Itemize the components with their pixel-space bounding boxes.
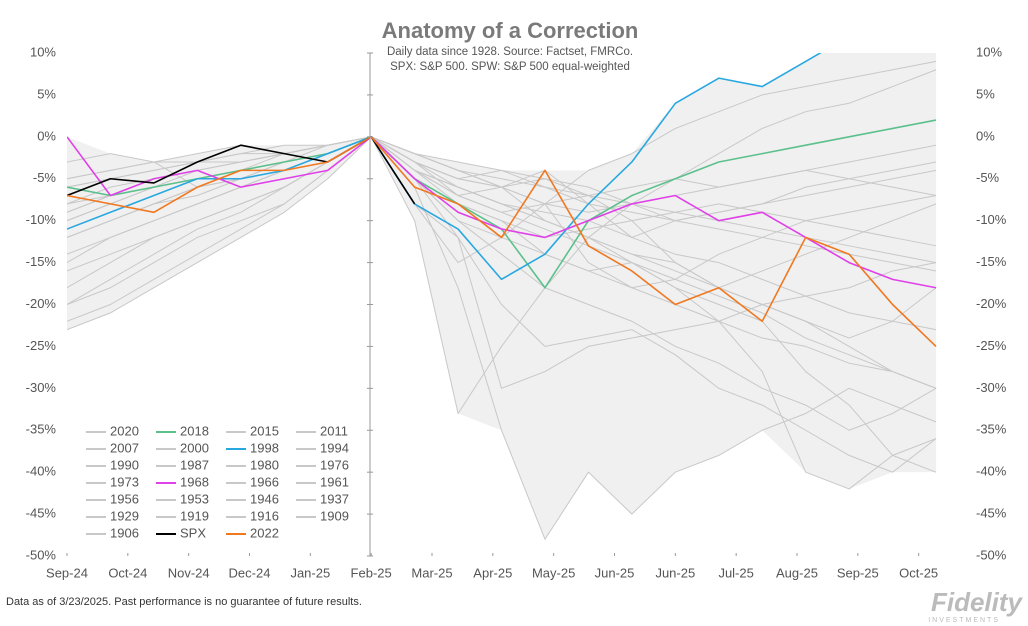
series-line xyxy=(67,136,937,389)
chart-title: Anatomy of a Correction xyxy=(382,18,639,43)
legend-label: 1968 xyxy=(180,474,209,489)
legend-label: 1937 xyxy=(320,491,349,506)
subtitle: Daily data since 1928. Source: Factset, … xyxy=(387,46,633,58)
y2-tick-label: -5% xyxy=(976,170,1000,185)
legend-label: 2015 xyxy=(250,423,279,438)
x-tick-label: Jun-25 xyxy=(655,565,695,580)
y-tick-label: 5% xyxy=(37,86,56,101)
legend-label: 2018 xyxy=(180,423,209,438)
subtitle: SPX: S&P 500. SPW: S&P 500 equal-weighte… xyxy=(390,61,630,73)
x-tick-label: Jun-25 xyxy=(595,565,635,580)
legend-label: 1980 xyxy=(250,457,279,472)
x-tick-label: Aug-25 xyxy=(776,565,818,580)
legend-label: 1946 xyxy=(250,491,279,506)
legend-label: 2011 xyxy=(320,423,348,438)
x-tick-label: Mar-25 xyxy=(411,565,452,580)
legend-label: 2020 xyxy=(110,423,139,438)
x-tick-label: Sep-25 xyxy=(837,565,879,580)
x-tick-label: Oct-25 xyxy=(899,565,938,580)
plot-area xyxy=(67,53,937,540)
series-line xyxy=(67,136,937,238)
brand-sub: INVESTMENTS xyxy=(928,617,1000,624)
series-line xyxy=(67,136,937,389)
y2-tick-label: -30% xyxy=(976,380,1007,395)
y2-tick-label: -50% xyxy=(976,547,1007,562)
y-tick-label: 10% xyxy=(30,44,56,59)
x-tick-label: Jul-25 xyxy=(718,565,753,580)
legend-label: 1909 xyxy=(320,508,349,523)
legend-label: 1956 xyxy=(110,491,139,506)
legend-label: 1976 xyxy=(320,457,349,472)
y-tick-label: -45% xyxy=(26,506,57,521)
legend-label: 1919 xyxy=(180,508,209,523)
legend-label: 1953 xyxy=(180,491,209,506)
footnote: Data as of 3/23/2025. Past performance i… xyxy=(6,596,362,608)
legend-label: 2007 xyxy=(110,440,139,455)
y-tick-label: -25% xyxy=(26,338,57,353)
y2-tick-label: -35% xyxy=(976,422,1007,437)
x-tick-label: Feb-25 xyxy=(351,565,392,580)
y-tick-label: -10% xyxy=(26,212,57,227)
range-band xyxy=(67,53,937,540)
y2-tick-label: 0% xyxy=(976,128,995,143)
legend-label: 1998 xyxy=(250,440,279,455)
y2-tick-label: 5% xyxy=(976,86,995,101)
y2-tick-label: -15% xyxy=(976,254,1007,269)
legend-label: 1987 xyxy=(180,457,209,472)
series-line xyxy=(67,136,937,255)
y-tick-label: -40% xyxy=(26,464,57,479)
y-tick-label: -20% xyxy=(26,296,57,311)
series-line xyxy=(67,136,937,289)
y2-tick-label: -40% xyxy=(976,464,1007,479)
series-line xyxy=(67,136,937,473)
series-line xyxy=(67,53,822,281)
legend-label: 1906 xyxy=(110,525,139,540)
x-tick-label: Oct-24 xyxy=(108,565,147,580)
x-tick-label: Nov-24 xyxy=(168,565,210,580)
y2-tick-label: -10% xyxy=(976,212,1007,227)
y-tick-label: -35% xyxy=(26,422,57,437)
x-tick-label: Dec-24 xyxy=(229,565,271,580)
y2-tick-label: -20% xyxy=(976,296,1007,311)
x-tick-label: May-25 xyxy=(532,565,575,580)
legend-label: 1990 xyxy=(110,457,139,472)
x-tick-label: Jan-25 xyxy=(290,565,330,580)
y2-tick-label: -25% xyxy=(976,338,1007,353)
y2-tick-label: 10% xyxy=(976,44,1002,59)
legend-label: 2000 xyxy=(180,440,209,455)
x-tick-label: Sep-24 xyxy=(46,565,88,580)
y-tick-label: -15% xyxy=(26,254,57,269)
legend-label: SPX xyxy=(180,525,206,540)
y-tick-label: 0% xyxy=(37,128,56,143)
series-line xyxy=(67,136,937,540)
legend-label: 1929 xyxy=(110,508,139,523)
series-line xyxy=(67,136,937,347)
y-tick-label: -5% xyxy=(33,170,57,185)
legend-label: 1966 xyxy=(250,474,279,489)
x-tick-label: Apr-25 xyxy=(473,565,512,580)
series-line xyxy=(67,136,937,431)
y2-tick-label: -45% xyxy=(976,506,1007,521)
legend-label: 1994 xyxy=(320,440,349,455)
legend-label: 1961 xyxy=(320,474,349,489)
legend-label: 1916 xyxy=(250,508,279,523)
brand-logo: Fidelity xyxy=(931,587,1024,617)
legend-label: 1973 xyxy=(110,474,139,489)
y-tick-label: -50% xyxy=(26,547,57,562)
series-line xyxy=(67,136,937,264)
y-tick-label: -30% xyxy=(26,380,57,395)
legend-label: 2022 xyxy=(250,525,279,540)
